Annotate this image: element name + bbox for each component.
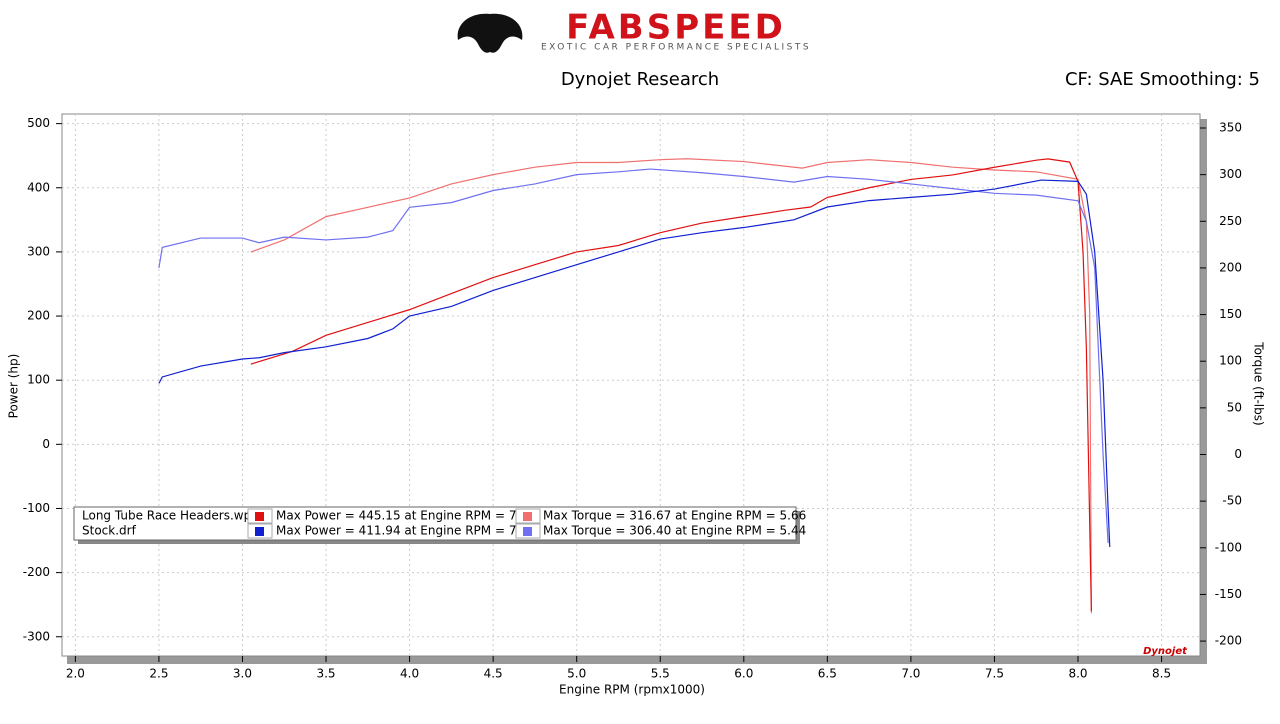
x-tick-label: 8.5 — [1152, 667, 1171, 681]
y2-tick-label: -200 — [1215, 634, 1242, 648]
legend-marker — [255, 512, 264, 521]
y2-tick-label: -100 — [1215, 540, 1242, 554]
legend-torque: Max Torque = 306.40 at Engine RPM = 5.44 — [543, 524, 806, 538]
y2-tick-label: 250 — [1219, 214, 1242, 228]
x-tick-label: 7.0 — [901, 667, 920, 681]
legend-name: Stock.drf — [82, 524, 137, 538]
legend — [73, 506, 797, 541]
series-line — [158, 168, 1109, 544]
legend-power: Max Power = 411.94 at Engine RPM = 7.78 — [276, 524, 536, 538]
watermark: Dynojet — [1143, 646, 1188, 657]
y2-tick-label: -50 — [1222, 494, 1242, 508]
y-tick-label: -300 — [23, 629, 50, 643]
brand: FABSPEED — [566, 8, 786, 48]
legend-marker — [523, 512, 532, 521]
logo: FABSPEED EXOTIC CAR PERFORMANCE SPECIALI… — [457, 8, 811, 53]
x-tick-label: 5.0 — [567, 667, 586, 681]
y2-axis-label: Torque (ft-lbs) — [1252, 341, 1266, 425]
y-tick-label: -200 — [23, 565, 50, 579]
legend-entries: Long Tube Race Headers.wp8 Max Power = 44… — [82, 508, 806, 539]
y2-tick-label: 0 — [1234, 447, 1242, 461]
legend-marker — [523, 527, 532, 536]
x-tick-label: 4.0 — [400, 667, 419, 681]
grid: 2.0 2.5 3.0 3.5 4.0 4.5 5.0 5.5 6.0 6.5 7.0 7.5 8.0 8… — [23, 114, 1242, 681]
x-tick-label: 6.0 — [734, 667, 753, 681]
y2-tick-label: 150 — [1219, 307, 1242, 321]
legend-power: Max Power = 445.15 at Engine RPM = 7.82 — [276, 509, 536, 523]
y2-tick-label: 50 — [1227, 400, 1242, 414]
legend-torque: Max Torque = 316.67 at Engine RPM = 5.66 — [543, 509, 806, 523]
x-tick-label: 6.5 — [818, 667, 837, 681]
y-tick-label: 0 — [42, 437, 50, 451]
x-tick-label: 2.5 — [149, 667, 168, 681]
y2-tick-label: 350 — [1219, 120, 1242, 134]
y2-tick-label: 200 — [1219, 260, 1242, 274]
plot-area — [61, 113, 1201, 657]
x-tick-label: 5.5 — [651, 667, 670, 681]
legend-name: Long Tube Race Headers.wp8 — [82, 509, 259, 523]
y-tick-label: 400 — [27, 180, 50, 194]
x-tick-label: 8.0 — [1068, 667, 1087, 681]
lines — [158, 158, 1111, 614]
x-tick-label: 4.5 — [484, 667, 503, 681]
y-tick-label: 300 — [27, 244, 50, 258]
x-tick-label: 7.5 — [985, 667, 1004, 681]
y2-tick-label: 100 — [1219, 354, 1242, 368]
x-tick-label: 3.5 — [316, 667, 335, 681]
y2-tick-label: 300 — [1219, 167, 1242, 181]
y-tick-label: 100 — [27, 373, 50, 387]
chart-subtitle: CF: SAE Smoothing: 5 — [1065, 69, 1260, 90]
series-line — [158, 179, 1111, 547]
y2-tick-label: -150 — [1215, 587, 1242, 601]
y-tick-label: -100 — [23, 501, 50, 515]
x-axis-label: Engine RPM (rpmx1000) — [559, 683, 705, 697]
chart-title: Dynojet Research — [561, 69, 719, 90]
legend-marker — [255, 527, 264, 536]
y-axis-label: Power (hp) — [7, 354, 21, 419]
x-tick-label: 3.0 — [233, 667, 252, 681]
logo-emblem — [457, 13, 523, 53]
tagline: EXOTIC CAR PERFORMANCE SPECIALISTS — [541, 43, 811, 53]
y-tick-label: 200 — [27, 309, 50, 323]
x-tick-label: 2.0 — [66, 667, 85, 681]
y-tick-label: 500 — [27, 116, 50, 130]
series-line — [250, 158, 1092, 614]
series-line — [250, 158, 1092, 612]
